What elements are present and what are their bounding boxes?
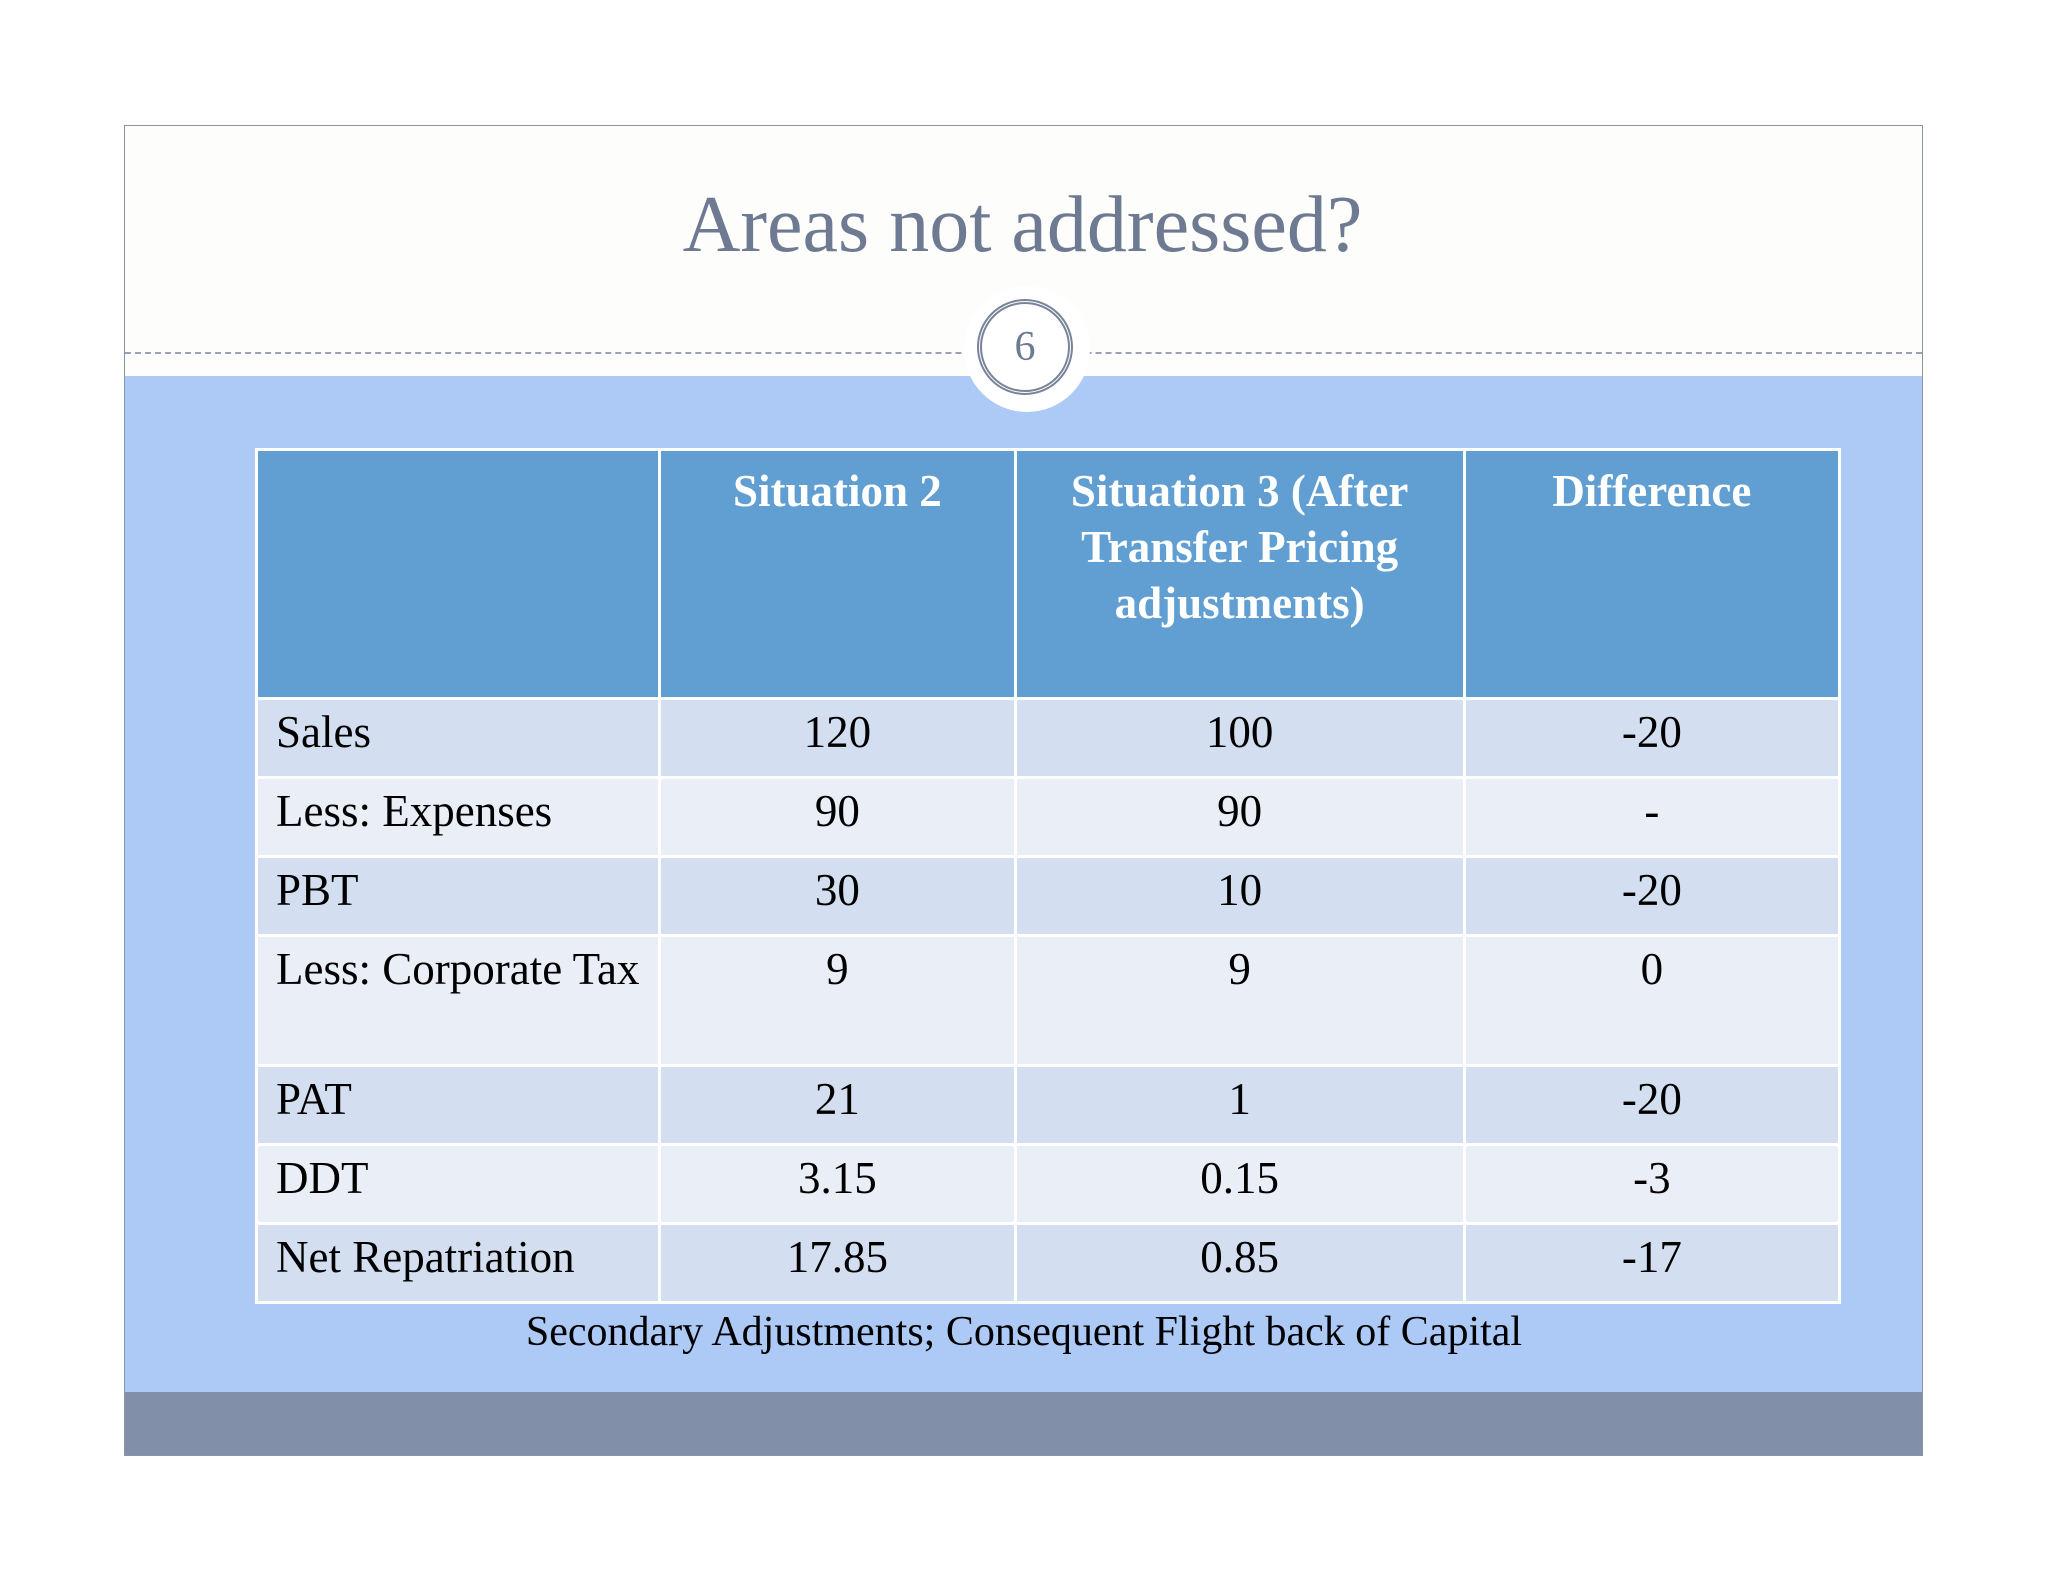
header-cell (254, 448, 662, 700)
header-cell: Situation 3 (After Transfer Pricing adju… (1013, 448, 1466, 700)
header-cell: Situation 2 (658, 448, 1017, 700)
value-cell: - (1462, 776, 1842, 858)
row-label: Net Repatriation (254, 1222, 662, 1304)
table-row: PAT 21 1 -20 (254, 1064, 1842, 1146)
value-cell: 21 (658, 1064, 1017, 1146)
slide-title: Areas not addressed? (682, 181, 1363, 269)
value-cell: -3 (1462, 1143, 1842, 1225)
value-cell: 90 (658, 776, 1017, 858)
value-cell: -20 (1462, 855, 1842, 937)
row-label: PBT (254, 855, 662, 937)
value-cell: 9 (1013, 934, 1466, 1067)
slide-number: 6 (977, 299, 1073, 395)
value-cell: 90 (1013, 776, 1466, 858)
value-cell: -20 (1462, 697, 1842, 779)
data-table: Situation 2 Situation 3 (After Transfer P… (254, 448, 1842, 1304)
value-cell: 9 (658, 934, 1017, 1067)
row-label: Less: Expenses (254, 776, 662, 858)
value-cell: 17.85 (658, 1222, 1017, 1304)
value-cell: -17 (1462, 1222, 1842, 1304)
table-row: Less: Corporate Tax 9 9 0 (254, 934, 1842, 1067)
table-row: DDT 3.15 0.15 -3 (254, 1143, 1842, 1225)
value-cell: 30 (658, 855, 1017, 937)
value-cell: 3.15 (658, 1143, 1017, 1225)
row-label: DDT (254, 1143, 662, 1225)
value-cell: 0 (1462, 934, 1842, 1067)
header-row: Situation 2 Situation 3 (After Transfer P… (254, 448, 1842, 700)
value-cell: 0.15 (1013, 1143, 1466, 1225)
header-cell: Difference (1462, 448, 1842, 700)
row-label: PAT (254, 1064, 662, 1146)
row-label: Less: Corporate Tax (254, 934, 662, 1067)
table-row: Sales 120 100 -20 (254, 697, 1842, 779)
value-cell: 100 (1013, 697, 1466, 779)
table-row: Less: Expenses 90 90- (254, 776, 1842, 858)
footer-bar (125, 1392, 1922, 1455)
value-cell: -20 (1462, 1064, 1842, 1146)
value-cell: 0.85 (1013, 1222, 1466, 1304)
value-cell: 1 (1013, 1064, 1466, 1146)
table-row: PBT 30 10 -20 (254, 855, 1842, 937)
row-label: Sales (254, 697, 662, 779)
value-cell: 10 (1013, 855, 1466, 937)
table-row: Net Repatriation 17.85 0.85 -17 (254, 1222, 1842, 1304)
caption: Secondary Adjustments; Consequent Flight… (525, 1309, 1523, 1355)
value-cell: 120 (658, 697, 1017, 779)
